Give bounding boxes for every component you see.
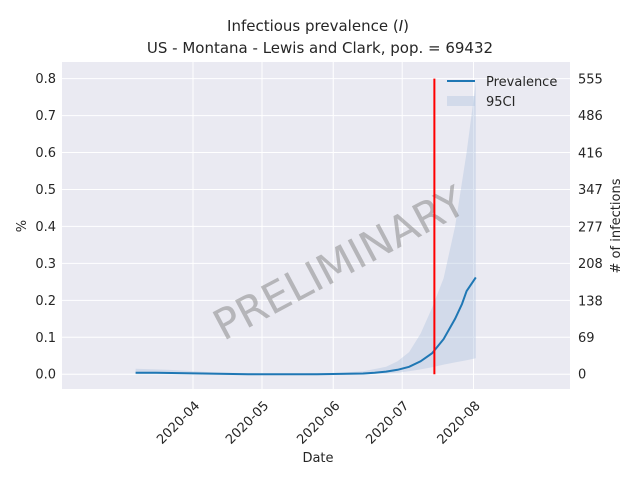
y-tick-label-left: 0.6: [35, 146, 56, 161]
right-y-ticks: 0 69 138 208 277 347 416 486 555: [578, 72, 603, 382]
y-tick-label-right: 277: [578, 220, 603, 235]
x-ticks: 2020-04 2020-05 2020-06 2020-07 2020-08: [154, 399, 483, 448]
x-tick-label: 2020-07: [363, 399, 412, 448]
y-tick-label-right: 347: [578, 183, 603, 198]
title-prefix: Infectious prevalence (: [227, 17, 399, 35]
y-tick-label-left: 0.3: [35, 257, 56, 272]
y-tick-label-right: 416: [578, 146, 603, 161]
x-tick-label: 2020-04: [154, 399, 203, 448]
y-axis-label-right: # of infections: [609, 178, 624, 273]
y-tick-label-right: 208: [578, 257, 603, 272]
x-tick-label: 2020-05: [223, 399, 272, 448]
chart-title-line1: Infectious prevalence (I): [227, 17, 409, 35]
y-tick-label-left: 0.1: [35, 331, 56, 346]
y-tick-label-left: 0.5: [35, 183, 56, 198]
title-suffix: ): [403, 17, 409, 35]
y-tick-label-left: 0.0: [35, 368, 56, 383]
x-tick-label: 2020-08: [435, 399, 484, 448]
legend-band-swatch: [447, 96, 475, 106]
y-tick-label-right: 486: [578, 109, 603, 124]
y-axis-label-left: %: [15, 220, 30, 232]
y-tick-label-right: 69: [578, 331, 595, 346]
chart-title-line2: US - Montana - Lewis and Clark, pop. = 6…: [147, 39, 493, 57]
x-axis-label: Date: [302, 451, 333, 466]
left-y-ticks: 0.0 0.1 0.2 0.3 0.4 0.5 0.6 0.7 0.8: [35, 72, 56, 383]
legend-band-label: 95CI: [486, 95, 515, 110]
y-tick-label-left: 0.4: [35, 220, 56, 235]
y-tick-label-left: 0.7: [35, 109, 56, 124]
y-tick-label-right: 555: [578, 72, 603, 87]
y-tick-label-left: 0.8: [35, 72, 56, 87]
legend-line-label: Prevalence: [486, 75, 557, 90]
y-tick-label-right: 0: [578, 368, 586, 383]
y-tick-label-right: 138: [578, 294, 603, 309]
plot-background: [62, 62, 570, 389]
x-tick-label: 2020-06: [294, 399, 343, 448]
y-tick-label-left: 0.2: [35, 294, 56, 309]
